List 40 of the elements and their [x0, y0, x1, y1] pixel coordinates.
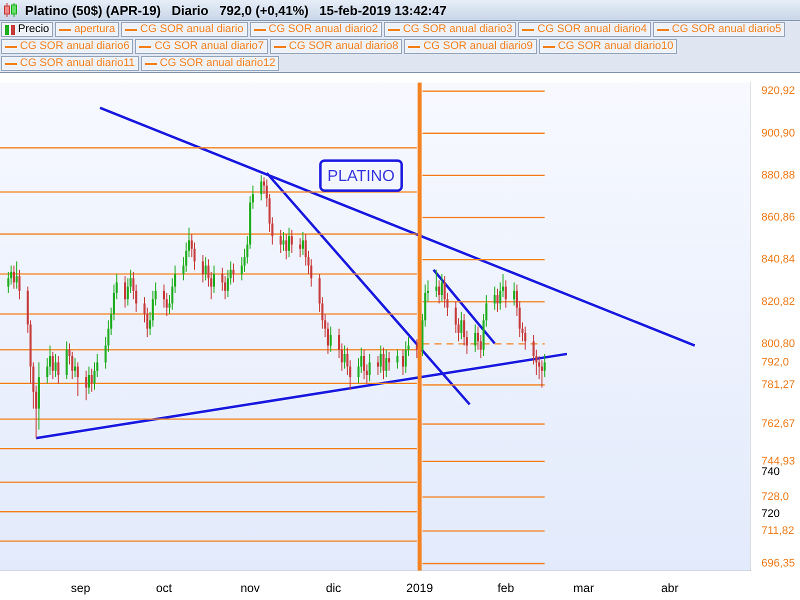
x-tick-label: feb [497, 581, 514, 596]
x-tick-label: oct [156, 581, 173, 596]
y-tick-label: 840,84 [761, 254, 796, 266]
legend-label: CG SOR anual diario4 [518, 22, 651, 37]
y-tick-label: 711,82 [761, 525, 794, 538]
legend-label: CG SOR anual diario12 [140, 56, 280, 71]
y-tick-label: 740 [761, 466, 780, 478]
y-tick-label: 744,93 [761, 455, 796, 468]
legend-label: CG SOR anual diario8 [270, 39, 402, 54]
annotation: PLATINO [327, 168, 395, 186]
x-tick-label: 2019 [406, 581, 434, 596]
legend-label: apertura [55, 22, 120, 37]
y-tick-label: 762,67 [761, 418, 796, 430]
y-tick-label: 800,80 [761, 338, 796, 350]
legend-label: CG SOR anual diario6 [1, 39, 134, 54]
legend-label: CG SOR anual diario7 [135, 39, 268, 54]
x-tick-label: nov [240, 581, 260, 596]
y-tick-label: 720 [761, 508, 780, 520]
y-tick-label: 900,90 [761, 127, 796, 140]
x-tick-label: mar [573, 581, 594, 596]
legend-label: CG SOR anual diario10 [538, 39, 678, 54]
y-tick-label: 860,86 [761, 212, 796, 224]
x-tick-label: sep [70, 581, 91, 596]
y-tick-label: 728,0 [761, 491, 789, 504]
x-tick-label: dic [326, 581, 342, 596]
legend-label: CG SOR anual diario [121, 22, 248, 37]
x-tick-label: abr [661, 581, 678, 596]
legend-label: CG SOR anual diario11 [1, 56, 139, 71]
chart-title: Platino (50$) (APR-19) Diario 792,0 (+0,41%) 15-feb-2019 13:42:47 [25, 2, 447, 18]
y-tick-label: 880,88 [761, 169, 796, 182]
legend-label: CG SOR anual diario5 [652, 22, 786, 37]
legend-label: CG SOR anual diario9 [404, 39, 537, 54]
y-tick-label: 820,82 [761, 296, 796, 308]
y-tick-label: 792,0 [761, 356, 789, 368]
legend-label: CG SOR anual diario2 [250, 22, 382, 37]
legend-label: Precio [1, 22, 54, 37]
legend-label: CG SOR anual diario3 [384, 22, 516, 37]
y-tick-label: 781,27 [761, 378, 796, 391]
y-tick-label: 920,92 [761, 85, 796, 98]
y-tick-label: 696,35 [761, 558, 796, 570]
